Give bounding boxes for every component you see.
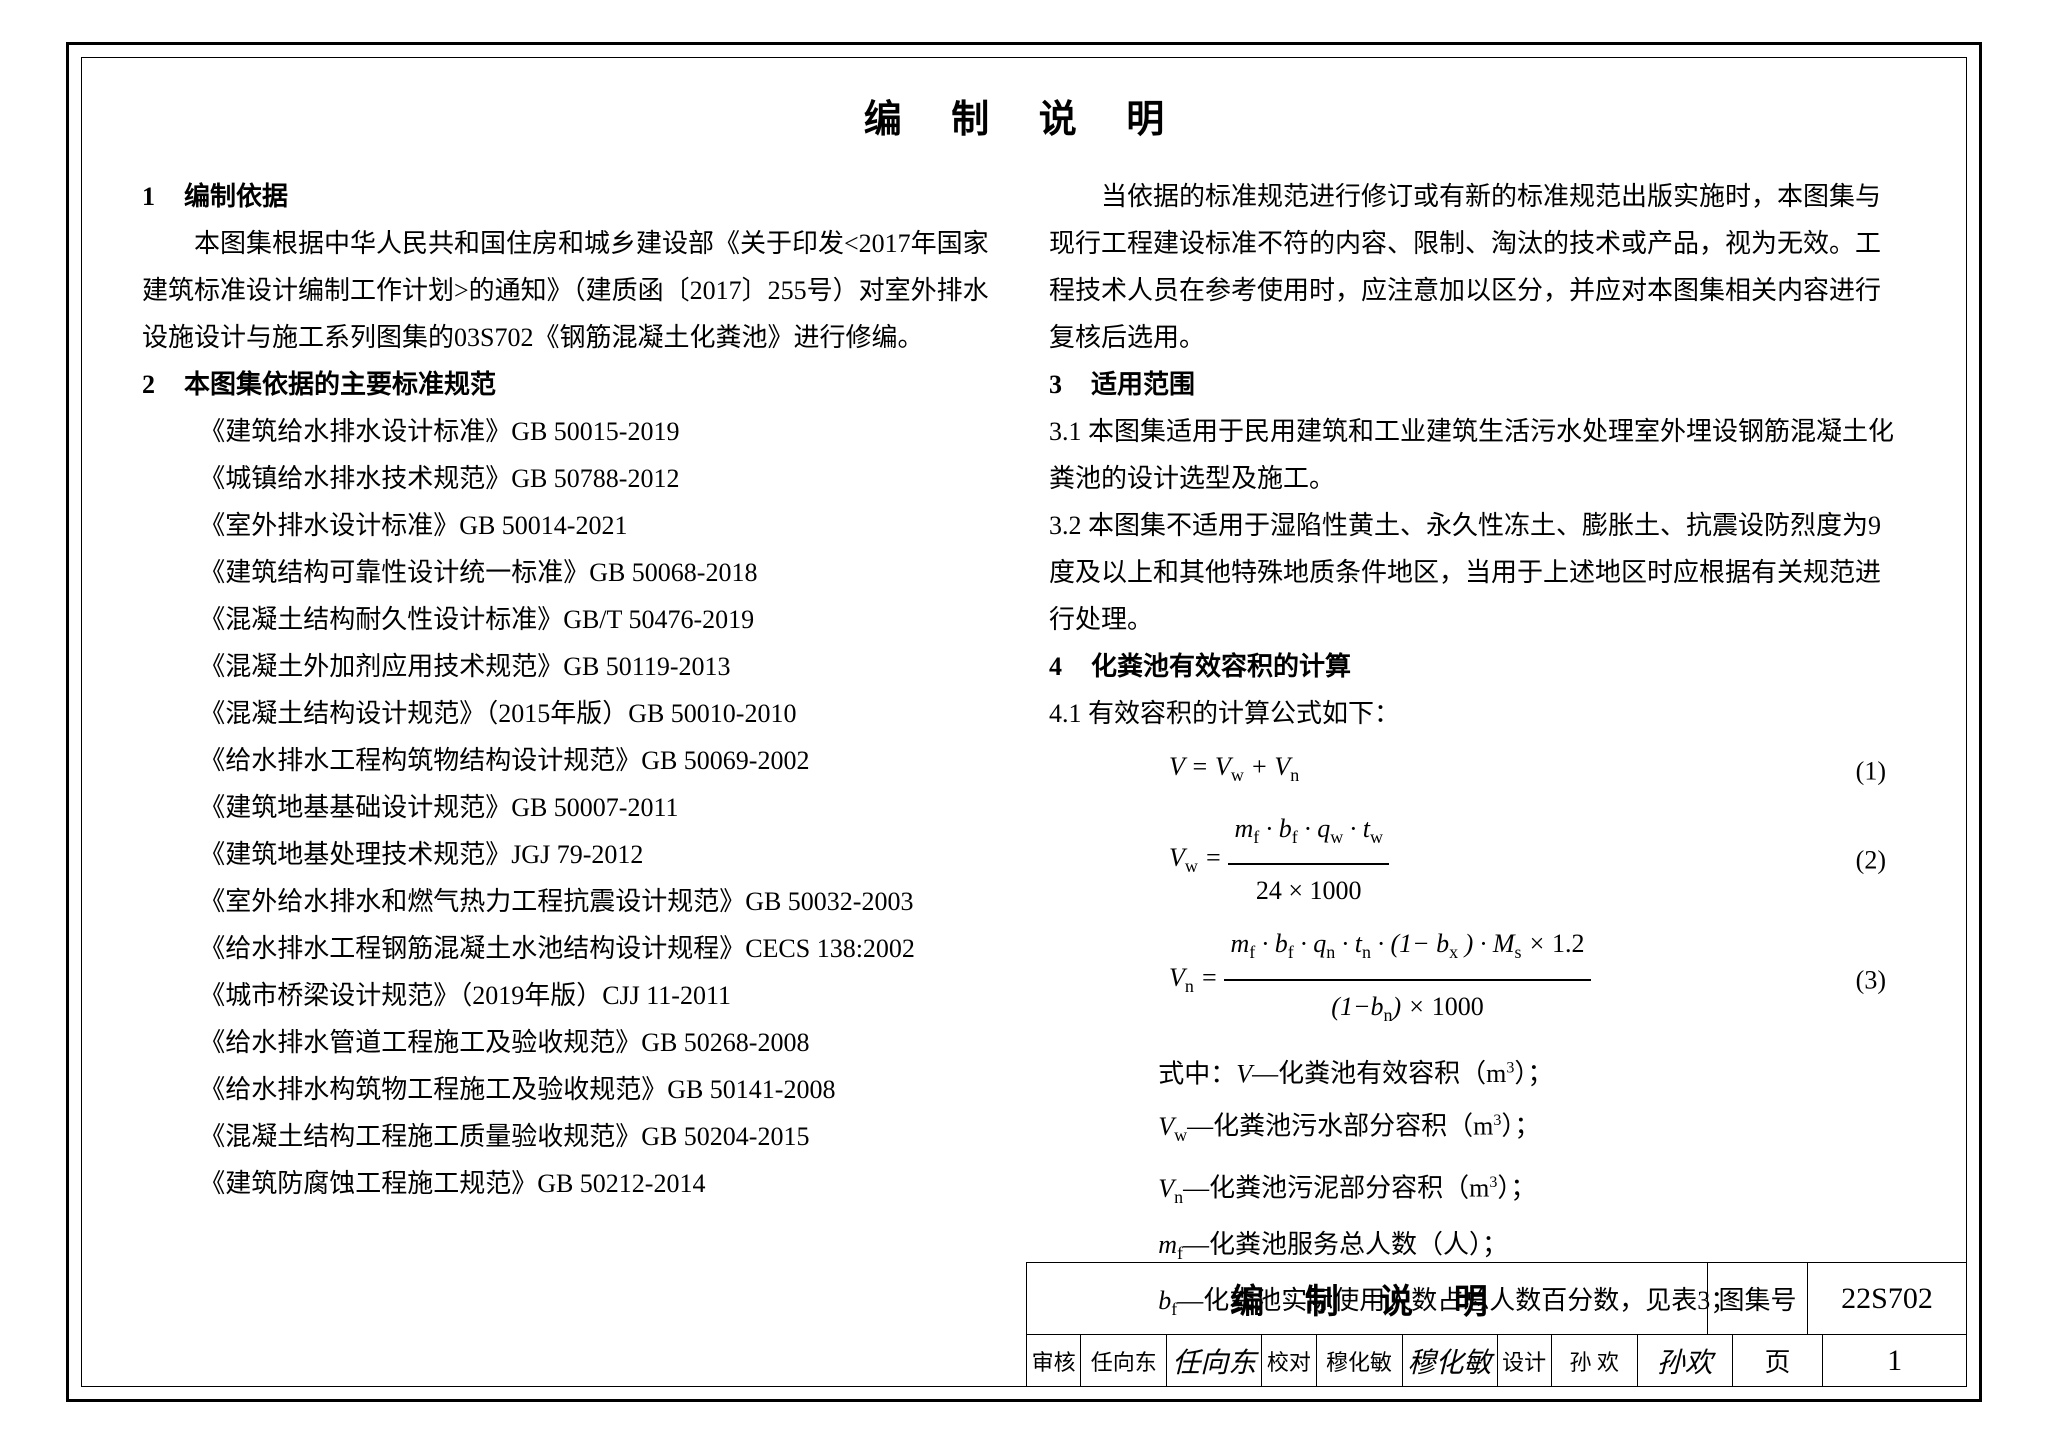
where-line: 式中：V—化粪池有效容积（m3）； <box>1088 1045 1906 1098</box>
section-1-body: 本图集根据中华人民共和国住房和城乡建设部《关于印发<2017年国家建筑标准设计编… <box>142 220 999 361</box>
standard-item: 《建筑地基处理技术规范》JGJ 79-2012 <box>142 831 999 878</box>
title-block: 编 制 说 明 图集号 22S702 审核 任向东 任向东 校对 穆化敏 穆化敏… <box>1026 1262 1966 1386</box>
standard-item: 《混凝土外加剂应用技术规范》GB 50119-2013 <box>142 643 999 690</box>
section-1-head: 1编制依据 <box>142 173 999 220</box>
section-title: 本图集依据的主要标准规范 <box>184 370 496 399</box>
formula-text: V = Vw + Vn <box>1169 752 1299 781</box>
standard-item: 《给水排水构筑物工程施工及验收规范》GB 50141-2008 <box>142 1066 999 1113</box>
standard-item: 《混凝土结构设计规范》（2015年版）GB 50010-2010 <box>142 690 999 737</box>
two-columns: 1编制依据 本图集根据中华人民共和国住房和城乡建设部《关于印发<2017年国家建… <box>142 173 1906 1333</box>
equation-1: V = Vw + Vn (1) <box>1169 743 1906 799</box>
standard-item: 《混凝土结构工程施工质量验收规范》GB 50204-2015 <box>142 1113 999 1160</box>
review-label: 审核 <box>1027 1335 1081 1386</box>
equation-number: (3) <box>1856 956 1886 1003</box>
standard-item: 《建筑结构可靠性设计统一标准》GB 50068-2018 <box>142 549 999 596</box>
standard-item: 《混凝土结构耐久性设计标准》GB/T 50476-2019 <box>142 596 999 643</box>
section-3-1: 3.1 本图集适用于民用建筑和工业建筑生活污水处理室外埋设钢筋混凝土化粪池的设计… <box>1049 408 1906 502</box>
section-num: 3 <box>1049 361 1091 408</box>
standard-item: 《建筑给水排水设计标准》GB 50015-2019 <box>142 408 999 455</box>
section-2-head: 2本图集依据的主要标准规范 <box>142 361 999 408</box>
top-paragraph: 当依据的标准规范进行修订或有新的标准规范出版实施时，本图集与现行工程建设标准不符… <box>1049 173 1906 361</box>
check-label: 校对 <box>1262 1335 1316 1386</box>
review-signature: 任向东 <box>1167 1335 1262 1386</box>
where-line: Vw—化粪池污水部分容积（m3）； <box>1088 1097 1906 1159</box>
formula-text: Vn = mf · bf · qn · tn · (1− bx ) · Ms ×… <box>1169 963 1591 992</box>
formula-text: Vw = mf · bf · qw · tw 24 × 1000 <box>1169 843 1389 872</box>
doc-title-cell: 编 制 说 明 <box>1027 1263 1708 1334</box>
standard-item: 《建筑地基基础设计规范》GB 50007-2011 <box>142 784 999 831</box>
review-name: 任向东 <box>1081 1335 1167 1386</box>
section-num: 1 <box>142 173 184 220</box>
page-content: 编 制 说 明 1编制依据 本图集根据中华人民共和国住房和城乡建设部《关于印发<… <box>82 58 1966 1256</box>
inner-frame: 编 制 说 明 1编制依据 本图集根据中华人民共和国住房和城乡建设部《关于印发<… <box>81 57 1967 1387</box>
section-title: 编制依据 <box>184 182 288 211</box>
standard-item: 《室外给水排水和燃气热力工程抗震设计规范》GB 50032-2003 <box>142 878 999 925</box>
title-block-row-1: 编 制 说 明 图集号 22S702 <box>1027 1263 1966 1335</box>
standard-item: 《给水排水管道工程施工及验收规范》GB 50268-2008 <box>142 1019 999 1066</box>
section-num: 2 <box>142 361 184 408</box>
equation-number: (1) <box>1856 748 1886 795</box>
page-label: 页 <box>1733 1335 1823 1386</box>
section-4-head: 4化粪池有效容积的计算 <box>1049 643 1906 690</box>
page-number: 1 <box>1823 1335 1966 1386</box>
collection-code: 22S702 <box>1808 1263 1966 1334</box>
standards-list: 《建筑给水排水设计标准》GB 50015-2019《城镇给水排水技术规范》GB … <box>142 408 999 1207</box>
right-column: 当依据的标准规范进行修订或有新的标准规范出版实施时，本图集与现行工程建设标准不符… <box>1049 173 1906 1333</box>
section-num: 4 <box>1049 643 1091 690</box>
equation-2: Vw = mf · bf · qw · tw 24 × 1000 (2) <box>1169 805 1906 914</box>
title-block-row-2: 审核 任向东 任向东 校对 穆化敏 穆化敏 设计 孙 欢 孙欢 页 1 <box>1027 1335 1966 1386</box>
standard-item: 《室外排水设计标准》GB 50014-2021 <box>142 502 999 549</box>
standard-item: 《城镇给水排水技术规范》GB 50788-2012 <box>142 455 999 502</box>
section-3-2: 3.2 本图集不适用于湿陷性黄土、永久性冻土、膨胀土、抗震设防烈度为9度及以上和… <box>1049 502 1906 643</box>
section-3-head: 3适用范围 <box>1049 361 1906 408</box>
equation-number: (2) <box>1856 836 1886 883</box>
where-text: —化粪池有效容积（m3）； <box>1252 1059 1553 1088</box>
section-4-1: 4.1 有效容积的计算公式如下： <box>1049 690 1906 737</box>
equation-3: Vn = mf · bf · qn · tn · (1− bx ) · Ms ×… <box>1169 920 1906 1038</box>
check-signature: 穆化敏 <box>1403 1335 1498 1386</box>
check-name: 穆化敏 <box>1317 1335 1403 1386</box>
section-title: 化粪池有效容积的计算 <box>1091 652 1351 681</box>
standard-item: 《城市桥梁设计规范》（2019年版）CJJ 11-2011 <box>142 972 999 1019</box>
design-name: 孙 欢 <box>1552 1335 1638 1386</box>
standard-item: 《给水排水工程构筑物结构设计规范》GB 50069-2002 <box>142 737 999 784</box>
outer-frame: 编 制 说 明 1编制依据 本图集根据中华人民共和国住房和城乡建设部《关于印发<… <box>66 42 1982 1402</box>
collection-code-label: 图集号 <box>1708 1263 1808 1334</box>
where-label: 式中： <box>1158 1059 1236 1088</box>
standard-item: 《建筑防腐蚀工程施工规范》GB 50212-2014 <box>142 1160 999 1207</box>
section-title: 适用范围 <box>1091 370 1195 399</box>
left-column: 1编制依据 本图集根据中华人民共和国住房和城乡建设部《关于印发<2017年国家建… <box>142 173 999 1333</box>
page-title: 编 制 说 明 <box>142 88 1906 143</box>
design-signature: 孙欢 <box>1638 1335 1733 1386</box>
design-label: 设计 <box>1498 1335 1552 1386</box>
standard-item: 《给水排水工程钢筋混凝土水池结构设计规程》CECS 138:2002 <box>142 925 999 972</box>
where-line: Vn—化粪池污泥部分容积（m3）； <box>1088 1159 1906 1221</box>
